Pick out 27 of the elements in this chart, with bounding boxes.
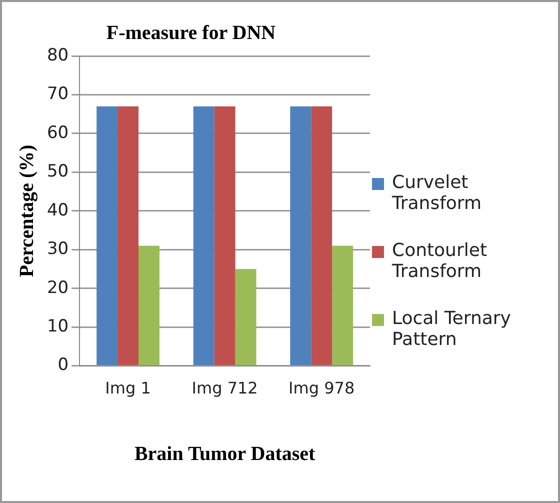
bar [332,246,354,366]
x-tick-label: Img 712 [192,378,258,398]
chart-title: F-measure for DNN [106,22,276,44]
x-axis-title: Brain Tumor Dataset [134,443,316,466]
bar [118,106,139,366]
y-tick-label: 80 [46,45,69,66]
x-tick-label: Img 978 [288,378,355,398]
bar [193,106,214,366]
bar [214,106,236,366]
y-tick-label: 70 [46,84,69,104]
y-tick-label: 40 [46,200,69,220]
y-tick-label: 0 [58,355,69,376]
x-tick-label: Img 1 [105,378,151,398]
y-tick-label: 10 [46,316,69,336]
y-tick-label: 30 [46,239,69,260]
y-axis-title: Percentage (%) [16,144,38,278]
bar [96,106,118,366]
bar [290,106,312,366]
bar [138,246,160,366]
legend-label: Contourlet Transform [392,240,488,282]
legend-label: Curvelet Transform [392,172,483,214]
y-tick-label: 60 [46,122,69,143]
legend-label: Local Ternary Pattern [392,308,512,350]
y-tick-label: 50 [46,162,69,182]
bar [311,106,332,366]
bar [235,268,256,366]
y-tick-label: 20 [46,278,69,298]
